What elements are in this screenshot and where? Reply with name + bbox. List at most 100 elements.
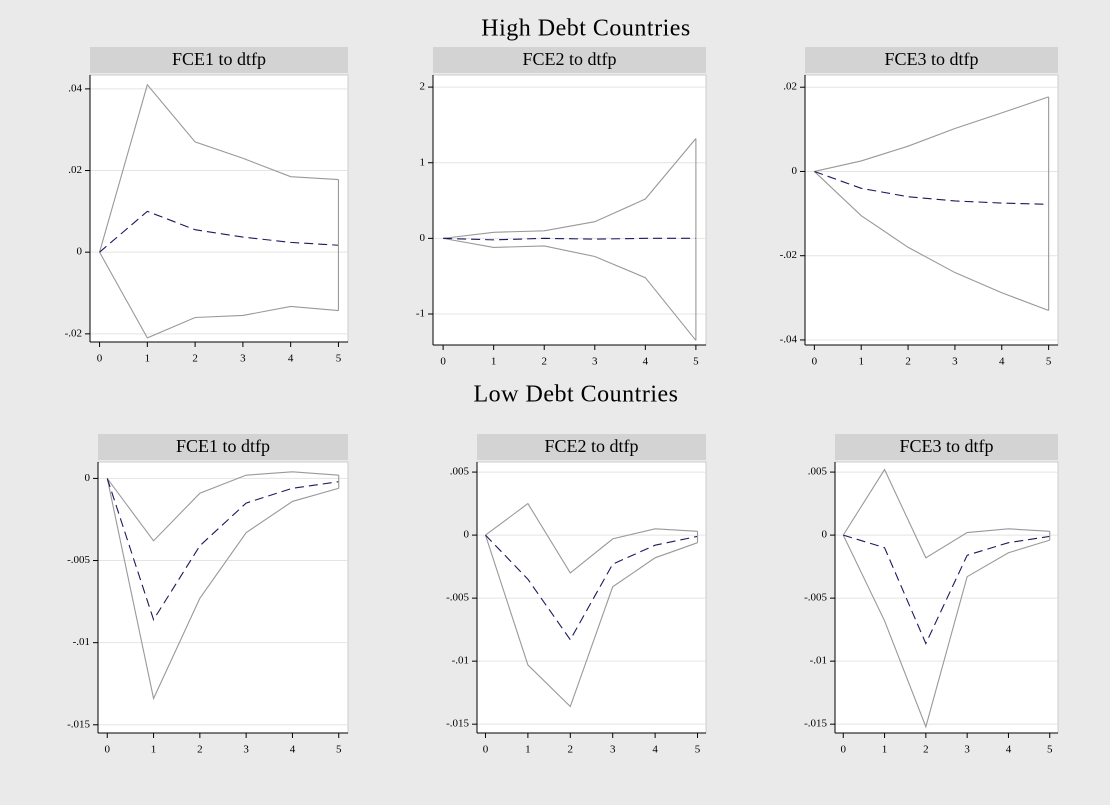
y-tick-label: -.01 [810,655,827,667]
panel-header [98,434,348,460]
y-tick-label: -.015 [446,718,469,730]
group-title: High Debt Countries [481,16,690,42]
y-tick-label: -.005 [67,554,90,566]
panel-title: FCE2 to dtfp [522,49,616,69]
y-tick-label: -.02 [780,249,797,261]
y-tick-label: .04 [68,82,82,94]
panel-header [477,434,706,460]
x-tick-label: 0 [841,744,847,756]
x-tick-label: 5 [695,744,701,756]
y-tick-label: .005 [450,466,470,478]
panel-header [805,47,1058,73]
panel-header [433,47,706,73]
x-tick-label: 4 [288,353,294,365]
line [106,478,339,701]
line [485,502,698,574]
line [443,237,696,241]
x-tick-label: 5 [336,353,342,365]
x-tick-label: 4 [999,356,1005,368]
y-tick-label: -.005 [446,592,469,604]
panel-title: FCE3 to dtfp [899,436,993,456]
x-tick-label: 1 [525,744,531,756]
y-tick-label: .005 [808,466,828,478]
plot-area [97,461,349,734]
y-tick-label: -.015 [67,718,90,730]
x-tick-label: 2 [568,744,574,756]
y-tick-label: .02 [68,164,82,176]
y-tick-label: 1 [420,156,426,168]
x-tick-label: 5 [336,744,342,756]
group-title: Low Debt Countries [474,382,679,408]
x-tick-label: 3 [243,744,249,756]
panel-title: FCE3 to dtfp [884,49,978,69]
y-tick-label: .02 [783,81,797,93]
x-tick-label: 2 [197,744,203,756]
x-tick-label: 2 [541,356,547,368]
x-tick-label: 0 [483,744,489,756]
y-tick-label: -.01 [452,655,469,667]
line [842,468,1050,559]
x-tick-label: 2 [923,744,929,756]
y-tick-label: -.02 [65,327,82,339]
line [99,210,339,253]
x-tick-label: 4 [652,744,658,756]
line [814,96,1049,172]
x-tick-label: 1 [882,744,888,756]
y-tick-label: 0 [77,246,83,258]
x-tick-label: 2 [192,353,198,365]
y-tick-label: 2 [420,81,426,93]
y-tick-label: 0 [464,529,470,541]
x-tick-label: 1 [491,356,497,368]
x-tick-label: 1 [151,744,157,756]
plot-area [834,461,1059,734]
x-tick-label: 3 [240,353,246,365]
y-tick-label: 0 [420,232,426,244]
x-tick-label: 1 [858,356,864,368]
y-tick-label: 0 [85,472,91,484]
plot-area [432,74,707,346]
line [99,83,339,253]
panel-title: FCE2 to dtfp [544,436,638,456]
line [99,251,339,339]
y-tick-label: -.04 [780,333,798,345]
plot-area [804,74,1059,346]
x-tick-label: 0 [105,744,111,756]
panel-header [90,47,348,73]
x-tick-label: 4 [1006,744,1012,756]
x-tick-label: 3 [610,744,616,756]
x-tick-label: 3 [964,744,970,756]
panel-title: FCE1 to dtfp [172,49,266,69]
x-tick-label: 1 [145,353,151,365]
x-tick-label: 0 [97,353,103,365]
plot-area [89,74,349,343]
y-tick-label: -.01 [73,636,90,648]
y-tick-label: -.005 [804,592,827,604]
line [813,171,1049,311]
line [814,170,1049,205]
panel-title: FCE1 to dtfp [176,436,270,456]
x-tick-label: 0 [440,356,446,368]
line [106,478,339,621]
line [443,138,697,239]
line [485,534,698,641]
plot-area [476,461,707,734]
x-tick-label: 3 [592,356,598,368]
y-tick-label: -1 [416,308,425,320]
y-tick-label: -.015 [804,718,827,730]
x-tick-label: 5 [1046,356,1052,368]
y-tick-label: 0 [822,529,828,541]
line [484,534,698,708]
panel-header [835,434,1058,460]
line [106,471,339,542]
y-tick-label: 0 [792,165,798,177]
x-tick-label: 5 [693,356,699,368]
line [443,237,697,341]
x-tick-label: 3 [952,356,958,368]
line [842,534,1050,729]
x-tick-label: 0 [812,356,818,368]
x-tick-label: 2 [905,356,911,368]
line [843,534,1050,645]
x-tick-label: 5 [1047,744,1053,756]
